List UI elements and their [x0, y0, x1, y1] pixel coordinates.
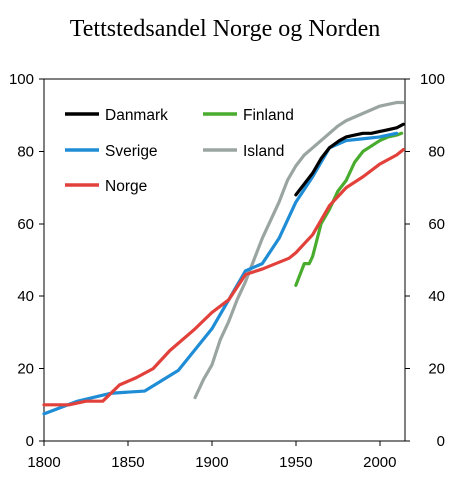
legend-label-norge: Norge — [105, 178, 147, 195]
y-tick-label-right: 60 — [428, 216, 445, 233]
legend: Danmark Sverige Norge Finland Island — [65, 107, 294, 195]
x-tick-label: 1850 — [111, 454, 144, 471]
y-tick-label-right: 20 — [428, 361, 445, 378]
y-tick-label-right: 100 — [420, 71, 445, 88]
y-tick-label-right: 0 — [437, 433, 445, 450]
series-line-island — [193, 100, 405, 400]
y-tick-label-left: 60 — [17, 216, 34, 233]
chart-title: Tettstedsandel Norge og Norden — [70, 16, 380, 42]
axes: 0 0 20 20 40 40 60 60 80 80 100 100 1800 1850 1900 1950… — [9, 71, 445, 471]
legend-label-sverige: Sverige — [105, 143, 158, 160]
x-tick-label: 2000 — [363, 454, 396, 471]
y-tick-label-left: 20 — [17, 361, 34, 378]
x-tick-label: 1800 — [27, 454, 60, 471]
y-tick-label-right: 80 — [428, 143, 445, 160]
plot-frame — [43, 78, 406, 442]
y-tick-label-right: 40 — [428, 288, 445, 305]
series-layer — [42, 100, 405, 416]
legend-label-finland: Finland — [243, 107, 294, 124]
x-tick-label: 1900 — [195, 454, 228, 471]
series-line-danmark — [294, 122, 405, 197]
y-tick-label-left: 40 — [17, 288, 34, 305]
legend-label-island: Island — [243, 143, 284, 160]
y-tick-label-left: 0 — [26, 433, 34, 450]
y-tick-label-left: 80 — [17, 143, 34, 160]
legend-label-danmark: Danmark — [105, 107, 168, 124]
x-tick-label: 1950 — [279, 454, 312, 471]
series-line-norge — [42, 147, 405, 407]
y-tick-label-left: 100 — [9, 71, 34, 88]
series-line-sverige — [42, 131, 399, 416]
series-line-finland — [294, 131, 404, 287]
